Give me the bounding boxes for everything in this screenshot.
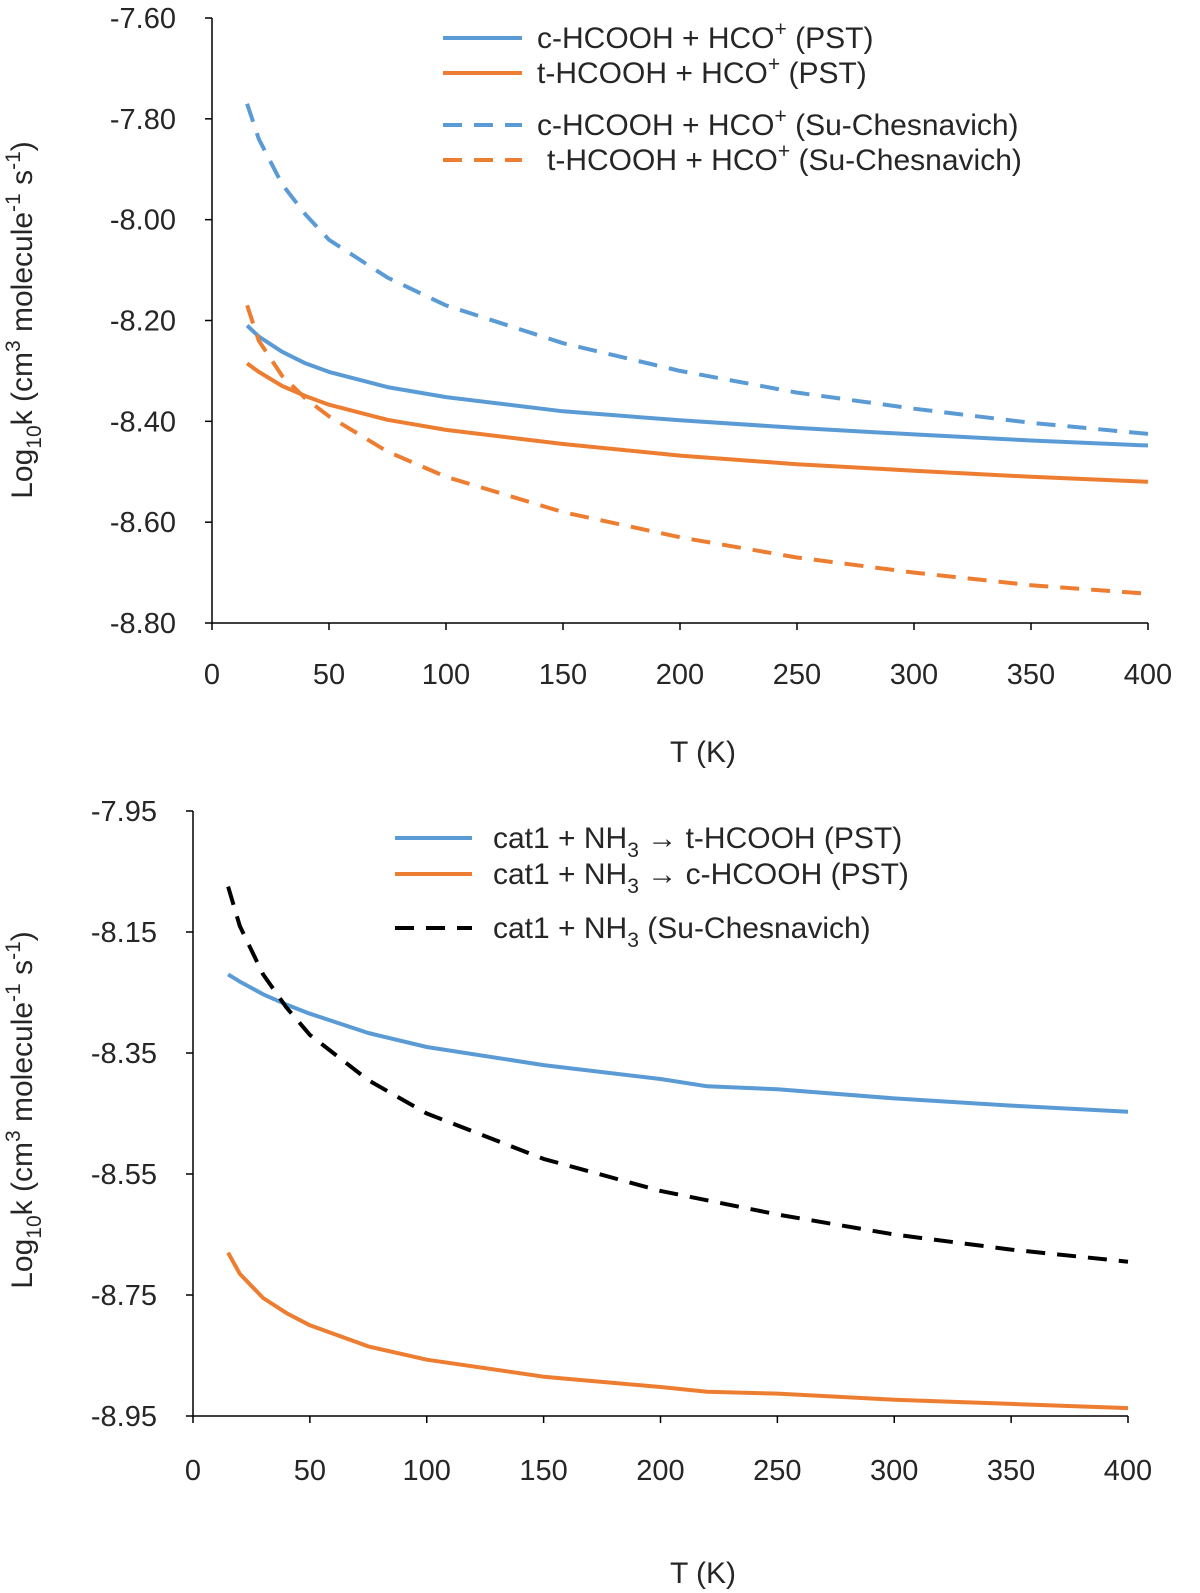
- chart-bottom-legend-entry-1: cat1 + NH3 → t-HCOOH (PST): [395, 822, 902, 862]
- chart-bottom-x-tick-label: 50: [294, 1455, 326, 1487]
- chart-bottom-x-tick-label: 400: [1104, 1455, 1152, 1487]
- chart-top-y-axis-title: Log10k (cm3 molecule-1 s-1): [2, 141, 46, 499]
- chart-bottom-legend-entry-3: cat1 + NH3 (Su-Chesnavich): [395, 912, 871, 952]
- chart-bottom-series-2-line: [226, 1251, 1129, 1411]
- chart-bottom-x-tick-label: 300: [870, 1455, 918, 1487]
- chart-top-y-tick-label: -7.80: [110, 104, 176, 136]
- chart-top-x-tick-label: 250: [773, 659, 821, 691]
- chart-top-x-tick-label: 150: [539, 659, 587, 691]
- chart-bottom-series-3-line: [226, 886, 1129, 1264]
- chart-bottom-legend-label-1: cat1 + NH3 → t-HCOOH (PST): [493, 822, 902, 862]
- chart-bottom-legend-label-2: cat1 + NH3 → c-HCOOH (PST): [493, 858, 909, 898]
- chart-bottom-y-tick-label: -8.15: [91, 917, 157, 949]
- chart-top-x-tick-label: 200: [656, 659, 704, 691]
- chart-bottom-x-tick-label: 100: [403, 1455, 451, 1487]
- chart-top-x-axis-title: T (K): [670, 736, 736, 769]
- chart-top-y-tick-label: -8.40: [110, 406, 176, 438]
- chart-bottom-x-tick-label: 250: [753, 1455, 801, 1487]
- chart-bottom-series-1-line: [227, 972, 1129, 1114]
- chart-bottom-legend: cat1 + NH3 → t-HCOOH (PST) cat1 + NH3 → …: [395, 822, 909, 952]
- chart-bottom-y-tick-label: -8.95: [91, 1401, 157, 1433]
- chart-bottom-x-tick-label: 350: [987, 1455, 1035, 1487]
- chart-top-y-tick-label: -8.00: [110, 205, 176, 237]
- chart-top-x-tick-label: 100: [422, 659, 470, 691]
- chart-top-legend-entry-2: t-HCOOH + HCO+ (PST): [443, 53, 867, 90]
- chart-bottom-y-axis-title-text: Log10k (cm3 molecule-1 s-1): [2, 931, 46, 1289]
- chart-top: Log10k (cm3 molecule-1 s-1) T (K) c-HCOO…: [2, 3, 1172, 769]
- chart-bottom-x-tick-label: 150: [519, 1455, 567, 1487]
- chart-top-y-tick-label: -8.80: [110, 608, 176, 640]
- chart-top-legend-entry-3: c-HCOOH + HCO+ (Su-Chesnavich): [443, 105, 1019, 142]
- chart-top-legend-entry-1: c-HCOOH + HCO+ (PST): [443, 18, 873, 55]
- chart-bottom-y-axis-title: Log10k (cm3 molecule-1 s-1): [2, 931, 46, 1289]
- chart-top-legend-entry-4: t-HCOOH + HCO+ (Su-Chesnavich): [443, 140, 1022, 177]
- chart-bottom: Log10k (cm3 molecule-1 s-1) T (K) cat1 +…: [2, 796, 1152, 1590]
- chart-bottom-y-tick-label: -8.55: [91, 1159, 157, 1191]
- chart-top-series-1-line: [245, 324, 1149, 448]
- chart-top-legend-label-3: c-HCOOH + HCO+ (Su-Chesnavich): [537, 105, 1019, 142]
- chart-top-legend: c-HCOOH + HCO+ (PST) t-HCOOH + HCO+ (PST…: [443, 18, 1022, 177]
- chart-top-y-tick-label: -8.20: [110, 306, 176, 338]
- chart-bottom-x-tick-label: 0: [185, 1455, 201, 1487]
- chart-top-y-axis-title-text: Log10k (cm3 molecule-1 s-1): [2, 141, 46, 499]
- chart-top-y-tick-label: -8.60: [110, 507, 176, 539]
- chart-top-legend-label-2: t-HCOOH + HCO+ (PST): [537, 53, 867, 90]
- chart-top-series-2-line: [245, 361, 1149, 484]
- chart-top-y-tick-label: -7.60: [110, 3, 176, 35]
- chart-top-series-4-line: [245, 304, 1149, 596]
- chart-top-x-tick-label: 350: [1007, 659, 1055, 691]
- chart-top-x-tick-label: 300: [890, 659, 938, 691]
- chart-top-x-tick-label: 0: [204, 659, 220, 691]
- chart-bottom-y-tick-label: -7.95: [91, 796, 157, 828]
- chart-top-x-tick-label: 400: [1124, 659, 1172, 691]
- chart-bottom-x-tick-label: 200: [636, 1455, 684, 1487]
- chart-top-legend-label-4: t-HCOOH + HCO+ (Su-Chesnavich): [547, 140, 1022, 177]
- chart-top-legend-label-1: c-HCOOH + HCO+ (PST): [537, 18, 873, 55]
- chart-top-x-tick-label: 50: [313, 659, 345, 691]
- chart-top-series-3-line: [245, 103, 1149, 436]
- chart-bottom-x-axis-title: T (K): [670, 1557, 736, 1590]
- chart-bottom-legend-label-3: cat1 + NH3 (Su-Chesnavich): [493, 912, 871, 952]
- chart-bottom-legend-entry-2: cat1 + NH3 → c-HCOOH (PST): [395, 858, 909, 898]
- chart-bottom-y-tick-label: -8.35: [91, 1038, 157, 1070]
- chart-bottom-y-tick-label: -8.75: [91, 1280, 157, 1312]
